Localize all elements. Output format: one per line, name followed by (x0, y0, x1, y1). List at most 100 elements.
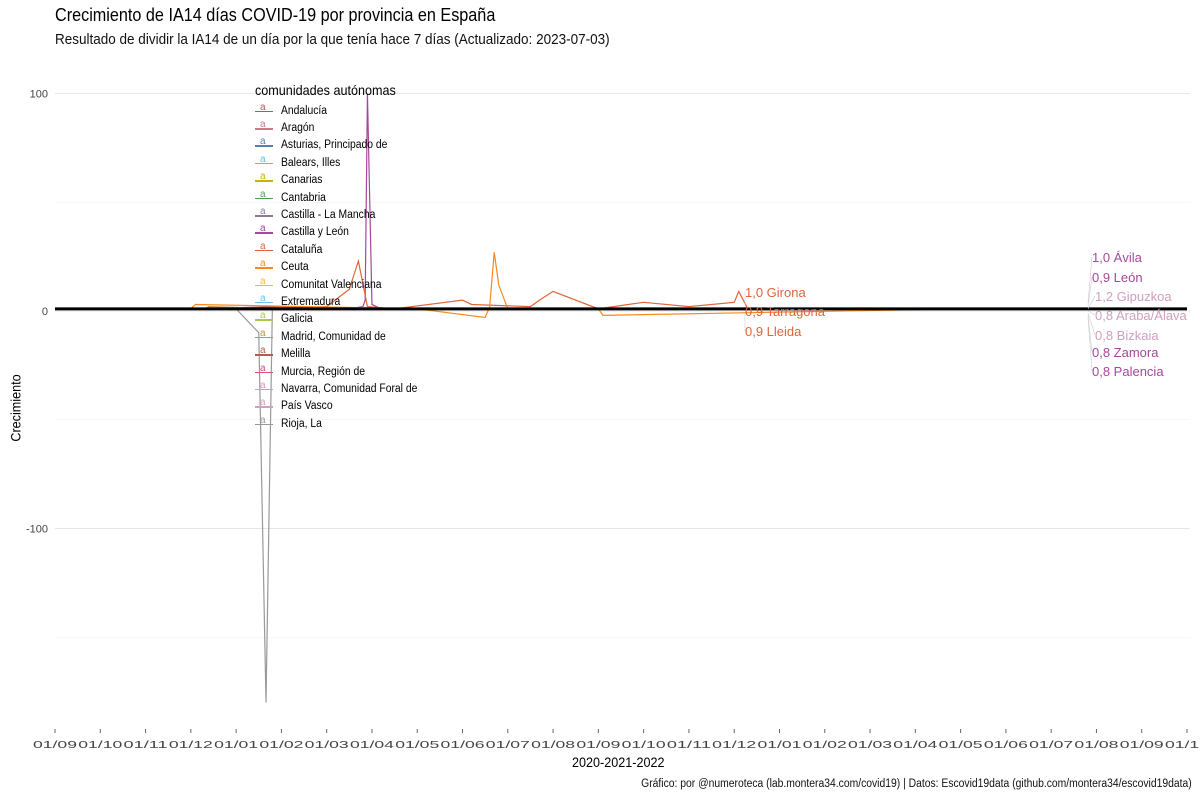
annotation-label: 0,9 Lleida (745, 324, 802, 339)
legend-label: Cantabria (281, 191, 326, 204)
legend-swatch (255, 345, 273, 359)
x-tick-label: 01/10 (622, 739, 666, 751)
annotation-leader (1087, 310, 1096, 316)
legend: comunidades autónomas Andalucía Aragón Ast… (255, 82, 433, 432)
x-tick-label: 01/03 (848, 739, 892, 751)
legend-swatch (255, 310, 273, 324)
x-tick-label: 01/09 (576, 739, 620, 751)
legend-swatch (255, 154, 273, 168)
legend-label: Balears, Illes (281, 156, 341, 169)
annotation-leader (1087, 316, 1093, 372)
x-tick-label: 01/11 (667, 739, 711, 751)
x-tick-label: 01/12 (712, 739, 756, 751)
legend-label: Castilla - La Mancha (281, 209, 376, 222)
x-tick-label: 01/08 (531, 739, 575, 751)
legend-item: Comunitat Valenciana (255, 276, 433, 293)
legend-label: Castilla y León (281, 226, 349, 239)
legend-label: Navarra, Comunidad Foral de (281, 382, 418, 395)
x-tick-label: 01/09 (1120, 739, 1164, 751)
x-tick-label: 01/06 (441, 739, 485, 751)
legend-swatch (255, 293, 273, 307)
x-tick-label: 01/09 (33, 739, 77, 751)
y-axis-label: Crecimiento (7, 374, 24, 442)
legend-title: comunidades autónomas (255, 82, 396, 98)
x-tick-label: 01/03 (305, 739, 349, 751)
legend-item: Melilla (255, 345, 433, 362)
legend-label: Extremadura (281, 295, 341, 308)
x-tick-label: 01/05 (939, 739, 983, 751)
legend-item: Castilla - La Mancha (255, 206, 433, 223)
chart-subtitle: Resultado de dividir la IA14 de un día p… (55, 31, 610, 48)
x-axis-label: 2020-2021-2022 (572, 754, 665, 770)
legend-swatch (255, 415, 273, 429)
legend-label: Asturias, Principado de (281, 139, 388, 152)
x-tick-label: 01/02 (259, 739, 303, 751)
chart-title: Crecimiento de IA14 días COVID-19 por pr… (55, 5, 496, 25)
legend-swatch (255, 136, 273, 150)
legend-swatch (255, 102, 273, 116)
legend-item: Extremadura (255, 293, 433, 310)
x-tick-label: 01/01 (757, 739, 801, 751)
legend-label: Andalucía (281, 104, 328, 117)
legend-item: Navarra, Comunidad Foral de (255, 380, 433, 397)
legend-swatch (255, 119, 273, 133)
series-line-ceuta (55, 252, 1097, 319)
legend-swatch (255, 189, 273, 203)
legend-item: Ceuta (255, 258, 433, 276)
x-tick-label: 01/01 (214, 739, 258, 751)
series-line-rioja-la (55, 308, 1097, 703)
y-tick-label: 100 (30, 89, 48, 101)
annotation-leader (1087, 256, 1093, 304)
legend-item: Aragón (255, 119, 433, 136)
x-tick-label: 01/06 (984, 739, 1028, 751)
legend-swatch (255, 223, 273, 237)
legend-swatch (255, 258, 273, 272)
annotation-label: 0,8 Bizkaia (1095, 328, 1159, 343)
legend-item: Galicia (255, 310, 433, 328)
annotation-label: 1,2 Gipuzkoa (1095, 289, 1172, 304)
x-tick-label: 01/04 (893, 739, 937, 751)
annotation-leader (1087, 276, 1093, 307)
annotation-leader (1087, 314, 1093, 353)
legend-label: Galicia (281, 313, 313, 326)
y-tick-label: -100 (26, 524, 48, 536)
legend-label: Rioja, La (281, 417, 322, 430)
legend-label: Canarias (281, 174, 323, 187)
legend-item: Madrid, Comunidad de (255, 328, 433, 345)
annotation-label: 1,0 Girona (745, 285, 806, 300)
y-tick-label: 0 (42, 306, 48, 318)
annotation-leader (1087, 312, 1096, 336)
legend-item: Balears, Illes (255, 154, 433, 171)
series-line-castilla-y-le-n (55, 93, 1097, 310)
series-line-catalu-a (55, 258, 749, 310)
x-tick-label: 01/12 (169, 739, 213, 751)
legend-swatch (255, 380, 273, 394)
x-tick-label: 01/02 (803, 739, 847, 751)
legend-swatch (255, 397, 273, 411)
x-tick-label: 01/11 (124, 739, 168, 751)
x-tick-label: 01/08 (1074, 739, 1118, 751)
annotation-leader (1087, 295, 1096, 310)
annotation-label: 0,9 Tarragona (745, 304, 826, 319)
legend-label: Ceuta (281, 261, 309, 274)
x-tick-label: 01/07 (486, 739, 530, 751)
x-tick-label: 01/10 (1165, 739, 1200, 751)
legend-item: Castilla y León (255, 223, 433, 241)
legend-item: Cataluña (255, 241, 433, 258)
legend-swatch (255, 363, 273, 377)
legend-swatch (255, 171, 273, 185)
x-tick-label: 01/10 (78, 739, 122, 751)
legend-item: Murcia, Región de (255, 363, 433, 380)
annotation-label: 0,8 Palencia (1092, 364, 1164, 379)
legend-label: País Vasco (281, 400, 333, 413)
legend-item: País Vasco (255, 397, 433, 415)
legend-item: Andalucía (255, 102, 433, 119)
legend-swatch (255, 276, 273, 290)
legend-label: Comunitat Valenciana (281, 278, 382, 291)
x-tick-label: 01/07 (1029, 739, 1073, 751)
annotation-label: 0,8 Zamora (1092, 345, 1159, 360)
legend-swatch (255, 206, 273, 220)
annotation-label: 1,0 Ávila (1092, 250, 1143, 265)
